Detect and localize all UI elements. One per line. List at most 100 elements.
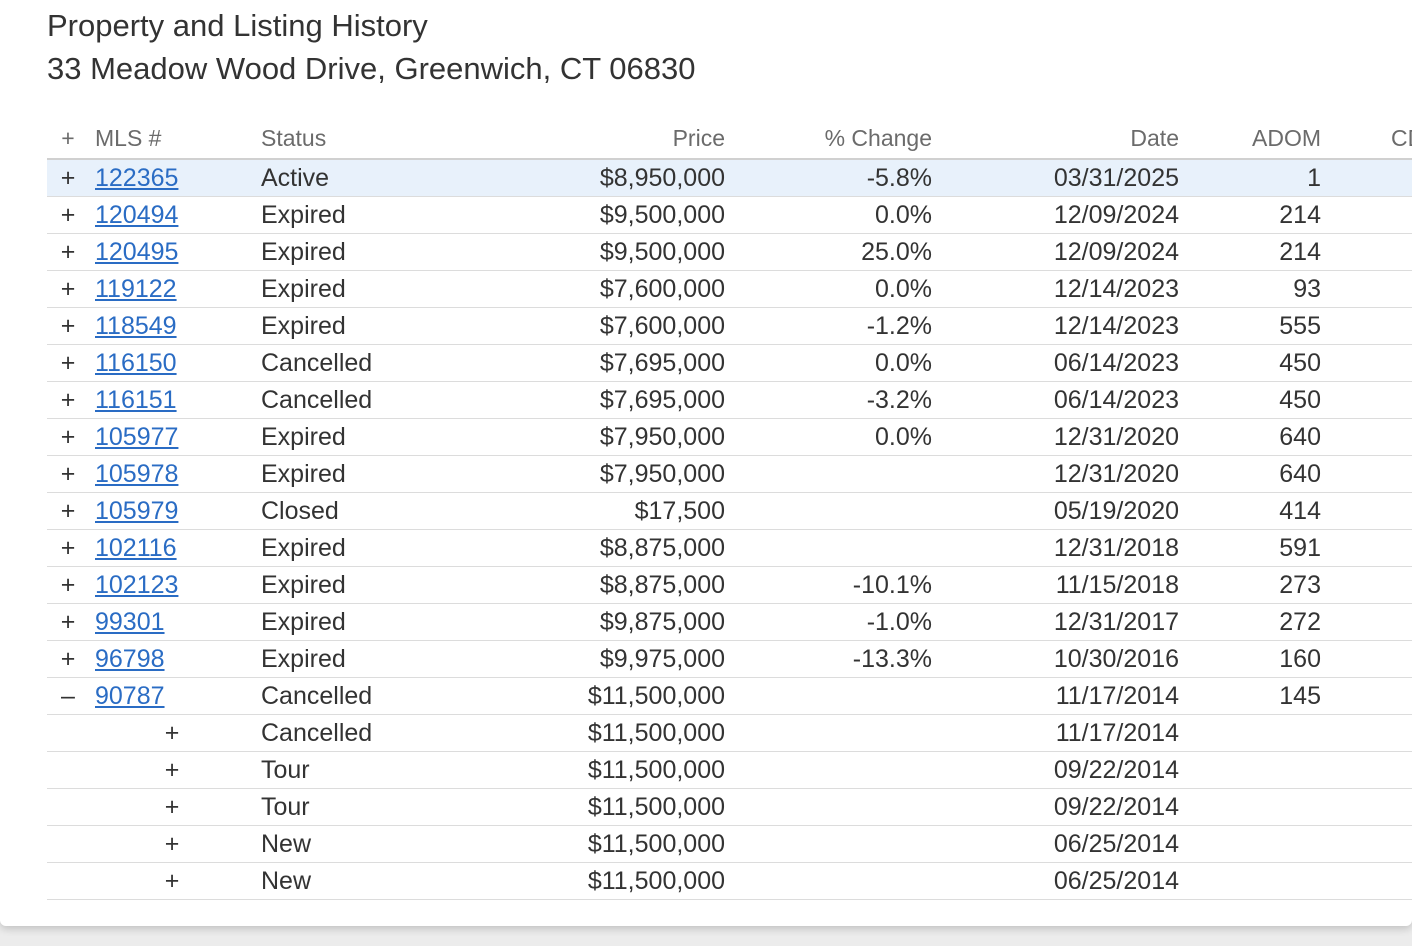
adom-cell: 450 xyxy=(1279,349,1321,377)
status-cell: Cancelled xyxy=(261,719,373,747)
change-cell: -13.3% xyxy=(852,645,932,673)
adom-cell: 273 xyxy=(1279,571,1321,599)
column-header: Status xyxy=(261,125,327,151)
change-cell: -1.2% xyxy=(866,312,932,340)
price-cell: $7,600,000 xyxy=(599,312,725,340)
price-cell: $7,695,000 xyxy=(599,349,725,377)
price-cell: $8,950,000 xyxy=(599,164,725,192)
change-cell: 0.0% xyxy=(875,275,932,303)
date-cell: 09/22/2014 xyxy=(1053,793,1179,821)
price-cell: $11,500,000 xyxy=(587,682,725,710)
price-cell: $8,875,000 xyxy=(599,534,725,562)
date-cell: 11/15/2018 xyxy=(1055,571,1179,599)
expand-toggle[interactable]: + xyxy=(60,275,76,303)
price-cell: $11,500,000 xyxy=(587,867,725,895)
mls-link[interactable]: 105977 xyxy=(95,423,179,451)
expand-toggle[interactable]: + xyxy=(60,608,76,636)
mls-link[interactable]: 102116 xyxy=(95,534,177,562)
mls-link[interactable]: 116151 xyxy=(95,386,177,414)
mls-link[interactable]: 122365 xyxy=(95,164,179,192)
mls-link[interactable]: 96798 xyxy=(95,645,165,673)
expand-toggle[interactable]: + xyxy=(60,571,76,599)
mls-link[interactable]: 99301 xyxy=(95,608,165,636)
column-header: CDOM xyxy=(1391,125,1412,151)
date-cell: 03/31/2025 xyxy=(1053,164,1179,192)
change-cell: 0.0% xyxy=(875,423,932,451)
mls-link[interactable]: 102123 xyxy=(95,571,179,599)
expand-toggle[interactable]: + xyxy=(164,793,180,821)
change-cell: -10.1% xyxy=(852,571,932,599)
expand-toggle[interactable]: + xyxy=(60,312,76,340)
adom-cell: 640 xyxy=(1279,423,1321,451)
status-cell: Expired xyxy=(261,201,346,229)
table-row: +102123 Expired $8,875,000 -10.1% 11/15/2018… xyxy=(47,567,1412,604)
expand-toggle[interactable]: + xyxy=(164,830,180,858)
status-cell: Expired xyxy=(261,312,346,340)
table-row: +99301 Expired $9,875,000 -1.0% 12/31/2017 27… xyxy=(47,604,1412,641)
mls-link[interactable]: 116150 xyxy=(95,349,177,377)
table-row: +96798 Expired $9,975,000 -13.3% 10/30/2016 1… xyxy=(47,641,1412,678)
expand-toggle[interactable]: + xyxy=(60,386,76,414)
sub-row: + Tour $11,500,000 09/22/2014 xyxy=(47,789,1412,826)
expand-toggle[interactable]: + xyxy=(60,534,76,562)
change-cell: 0.0% xyxy=(875,349,932,377)
change-cell: 25.0% xyxy=(861,238,932,266)
expand-toggle[interactable]: – xyxy=(61,682,75,710)
change-cell: -3.2% xyxy=(866,386,932,414)
expand-toggle[interactable]: + xyxy=(60,645,76,673)
status-cell: Expired xyxy=(261,238,346,266)
mls-link[interactable]: 90787 xyxy=(95,682,165,710)
expand-toggle[interactable]: + xyxy=(60,460,76,488)
adom-cell: 555 xyxy=(1279,312,1321,340)
date-cell: 12/31/2017 xyxy=(1053,608,1179,636)
table-row: +120495 Expired $9,500,000 25.0% 12/09/2024 2… xyxy=(47,234,1412,271)
sub-row: + Tour $11,500,000 09/22/2014 xyxy=(47,752,1412,789)
mls-link[interactable]: 120495 xyxy=(95,238,179,266)
table-row: +119122 Expired $7,600,000 0.0% 12/14/2023 93 xyxy=(47,271,1412,308)
change-cell: -1.0% xyxy=(866,608,932,636)
date-cell: 06/14/2023 xyxy=(1053,386,1179,414)
mls-link[interactable]: 105978 xyxy=(95,460,179,488)
price-cell: $17,500 xyxy=(634,497,725,525)
status-cell: Cancelled xyxy=(261,349,373,377)
mls-link[interactable]: 118549 xyxy=(95,312,177,340)
expand-toggle[interactable]: + xyxy=(60,164,76,192)
status-cell: New xyxy=(261,867,312,895)
column-header: MLS # xyxy=(95,125,162,151)
mls-link[interactable]: 120494 xyxy=(95,201,179,229)
expand-toggle[interactable]: + xyxy=(60,349,76,377)
price-cell: $7,950,000 xyxy=(599,460,725,488)
date-cell: 10/30/2016 xyxy=(1053,645,1179,673)
expand-toggle[interactable]: + xyxy=(164,867,180,895)
status-cell: Expired xyxy=(261,645,346,673)
mls-link[interactable]: 105979 xyxy=(95,497,179,525)
status-cell: Cancelled xyxy=(261,682,373,710)
column-header: Date xyxy=(1130,125,1179,151)
column-header: Price xyxy=(672,125,725,151)
expand-toggle[interactable]: + xyxy=(60,201,76,229)
status-cell: Cancelled xyxy=(261,386,373,414)
date-cell: 11/17/2014 xyxy=(1055,719,1179,747)
adom-cell: 640 xyxy=(1279,460,1321,488)
date-cell: 06/25/2014 xyxy=(1053,830,1179,858)
adom-cell: 1 xyxy=(1307,164,1321,192)
expand-toggle[interactable]: + xyxy=(60,423,76,451)
mls-link[interactable]: 119122 xyxy=(95,275,177,303)
status-cell: New xyxy=(261,830,312,858)
date-cell: 06/25/2014 xyxy=(1053,867,1179,895)
price-cell: $9,975,000 xyxy=(599,645,725,673)
expand-toggle[interactable]: + xyxy=(60,497,76,525)
sub-row: + Cancelled $11,500,000 11/17/2014 xyxy=(47,715,1412,752)
expand-toggle[interactable]: + xyxy=(164,756,180,784)
status-cell: Expired xyxy=(261,423,346,451)
adom-cell: 450 xyxy=(1279,386,1321,414)
table-row: +105977 Expired $7,950,000 0.0% 12/31/2020 64… xyxy=(47,419,1412,456)
status-cell: Active xyxy=(261,164,330,192)
expand-toggle[interactable]: + xyxy=(60,238,76,266)
expand-toggle[interactable]: + xyxy=(164,719,180,747)
column-header: ADOM xyxy=(1252,125,1321,151)
status-cell: Tour xyxy=(261,756,310,784)
date-cell: 12/14/2023 xyxy=(1053,312,1179,340)
change-cell: 0.0% xyxy=(875,201,932,229)
